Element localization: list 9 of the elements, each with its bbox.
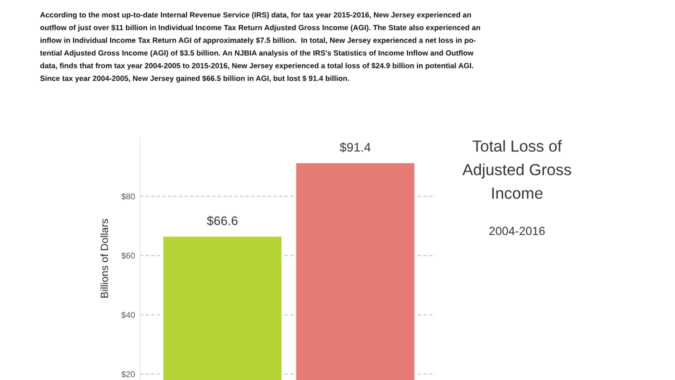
text: 2004-2016 [489,226,545,236]
y-tick-label: $20 [121,370,135,378]
data-label: $91.4 [340,142,371,152]
data-label: $66.6 [206,216,238,226]
y-tick-label: $80 [121,193,135,200]
y-tick-label: $40 [121,312,135,318]
y-tick-label: $60 [121,252,135,260]
y-axis-title: Billions of Dollars [100,218,108,298]
text: Total Loss of Adjusted Gross Income [462,140,572,199]
